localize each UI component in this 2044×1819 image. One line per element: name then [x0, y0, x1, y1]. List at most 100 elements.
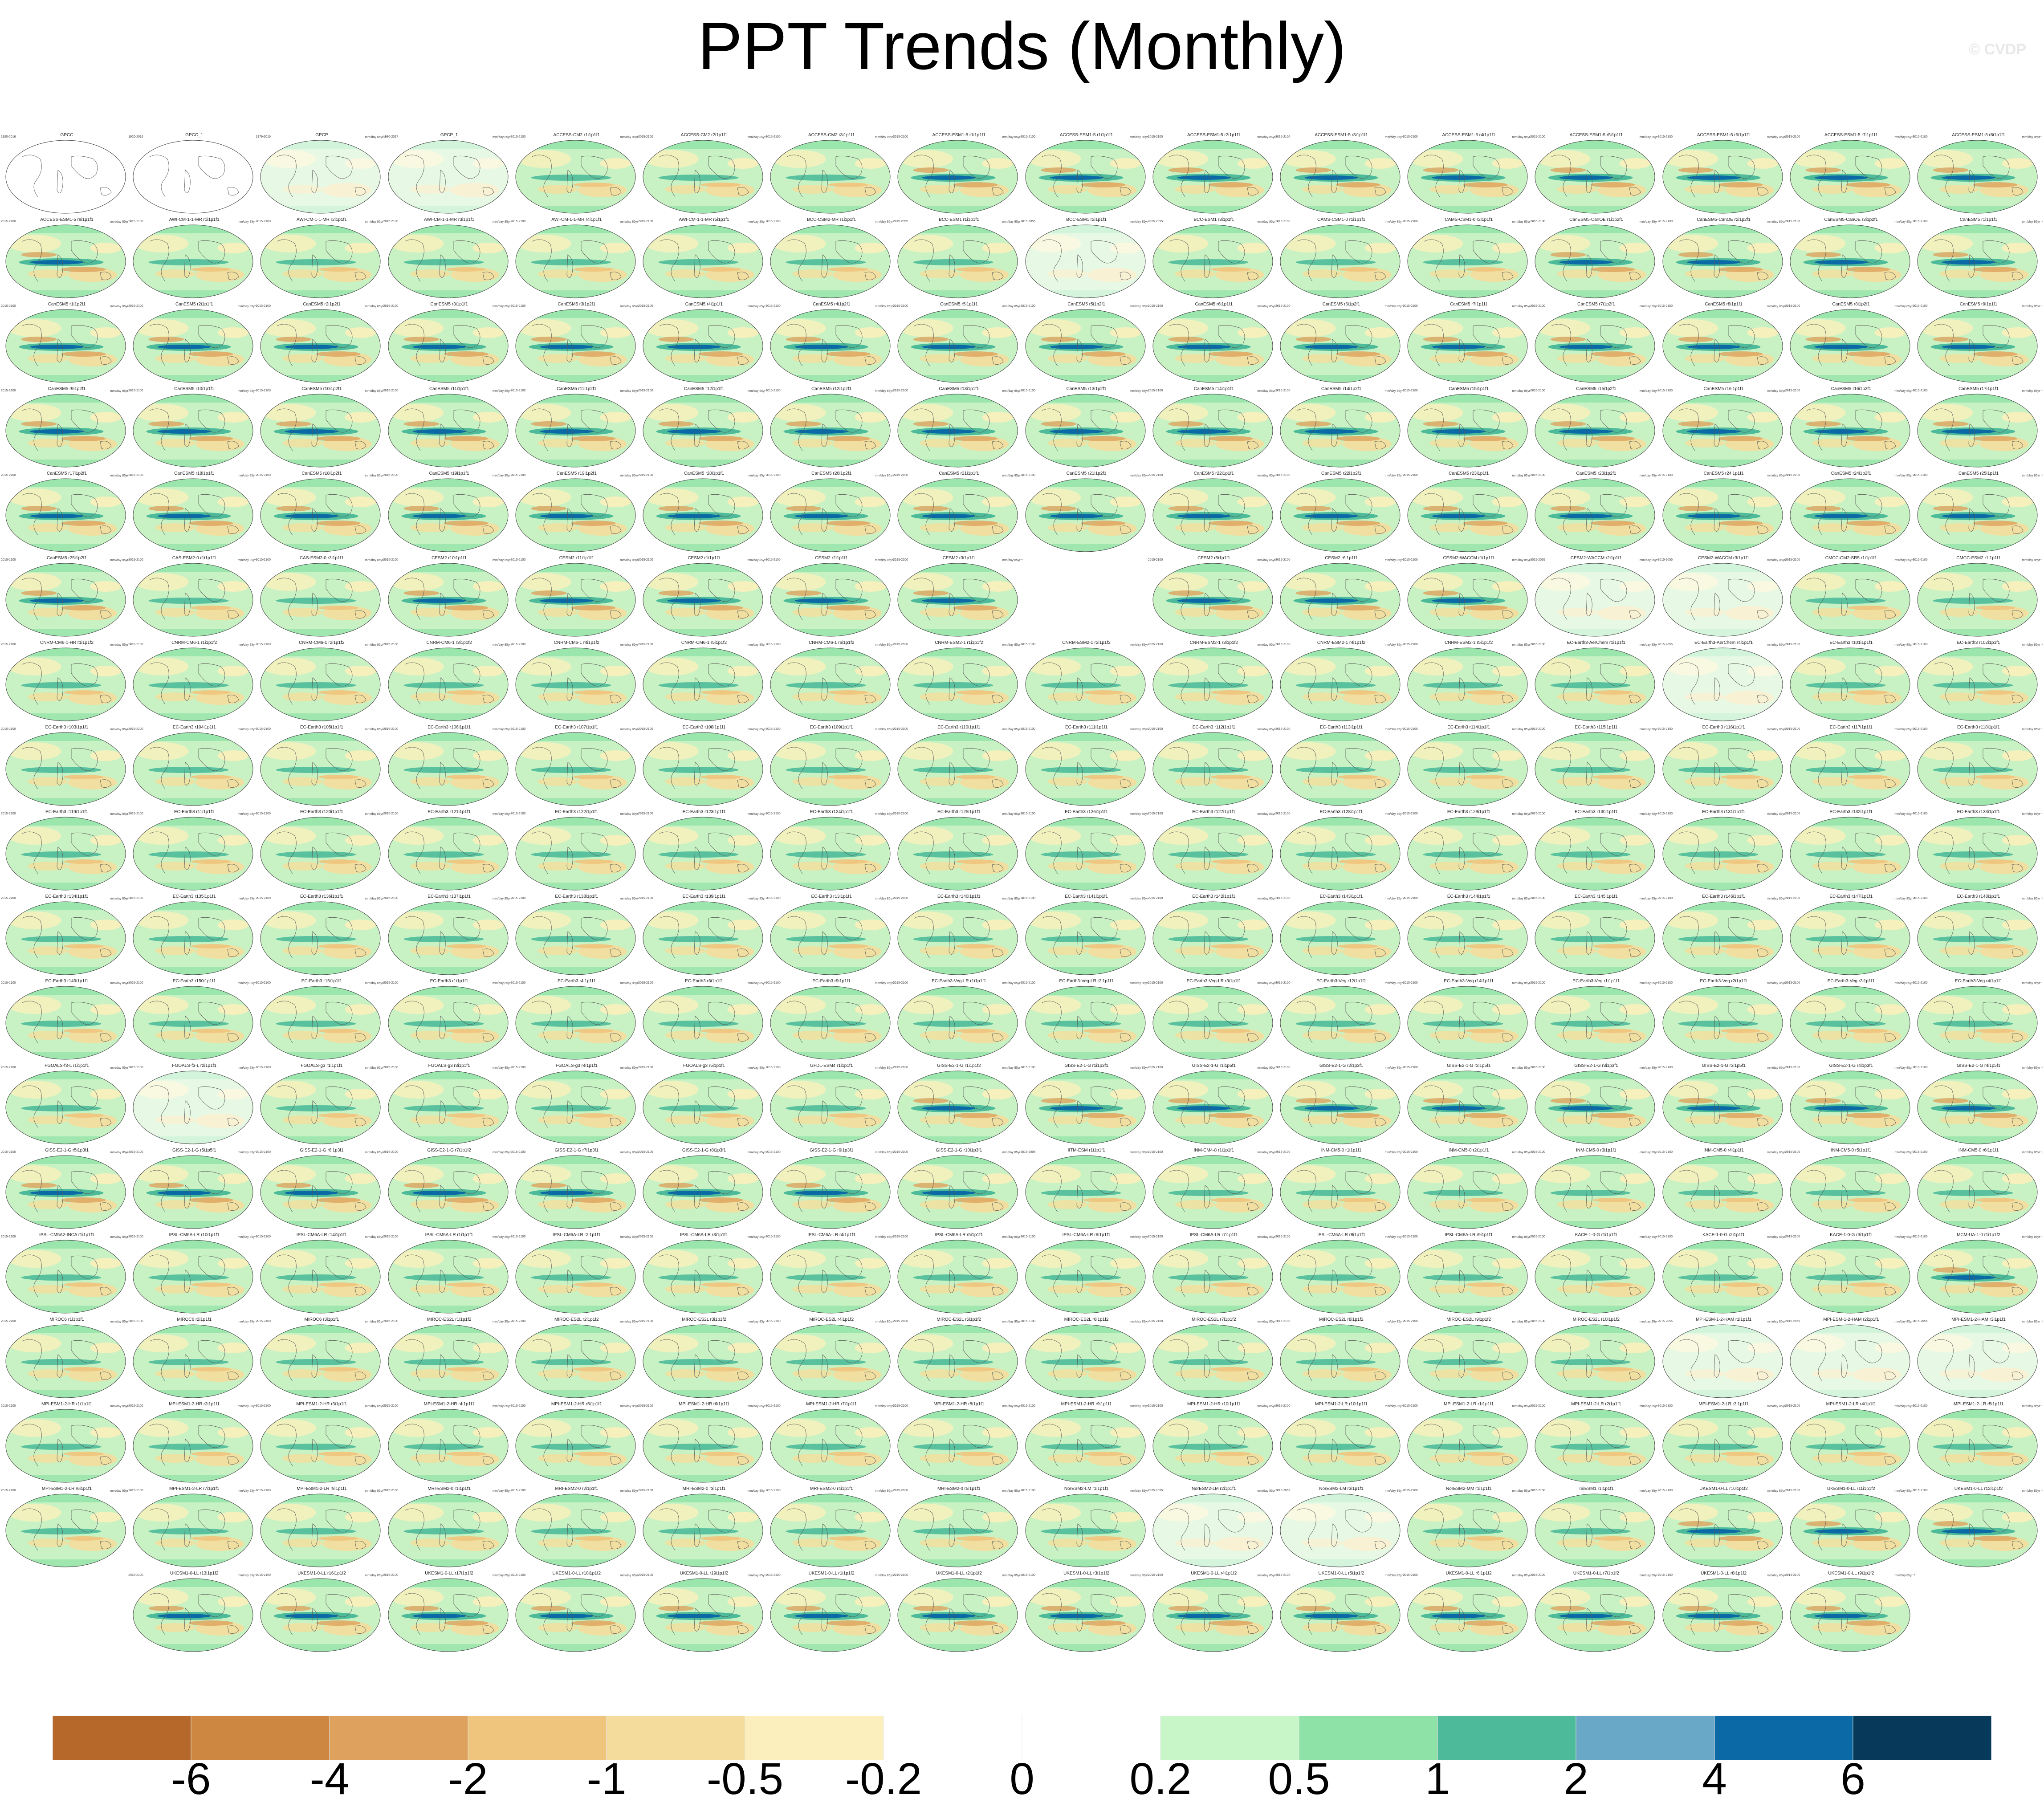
panel-title: CanESM5 r4i1p2f1: [812, 302, 851, 307]
panel-units: mm/day 85yr⁻¹: [1257, 1151, 1278, 1154]
panel-title: MIROC-ES2L r8i1p1f2: [1319, 1317, 1364, 1322]
panel-years: 2015-2100: [1913, 558, 1928, 562]
panel-years: 2015-2100: [256, 1235, 271, 1238]
panel-units: mm/day 85yr⁻¹: [1002, 220, 1023, 224]
trend-field: [1790, 648, 1910, 721]
map-panel: CanESM5 r20i1p1f1 2015-2100 mm/day 85yr⁻¹: [638, 471, 768, 556]
panel-units: mm/day 85yr⁻¹: [747, 559, 768, 562]
panel-units: mm/day 85yr⁻¹: [237, 1320, 259, 1323]
panel-title: CanESM5 r20i1p2f1: [811, 471, 852, 476]
panel-units: mm/day 85yr⁻¹: [1002, 813, 1023, 816]
trend-field: [1535, 563, 1655, 636]
trend-field: [770, 902, 891, 975]
world-map: [388, 986, 509, 1060]
panel-years: 2015-2100: [1275, 389, 1291, 392]
world-map: [1407, 309, 1528, 383]
panel-years: 2015-2100: [1530, 728, 1545, 731]
map-border: [1280, 817, 1401, 891]
panel-units: mm/day 85yr⁻¹: [1639, 305, 1661, 308]
world-map: [1280, 224, 1401, 298]
colorbar-segment: [191, 1716, 330, 1760]
panel-years: 2015-2100: [1275, 135, 1291, 138]
world-map: [133, 1240, 253, 1314]
panel-units: mm/day 85yr⁻¹: [747, 813, 768, 816]
panel-years: 2015-2100: [1148, 897, 1163, 900]
panel-units: mm/day 85yr⁻¹: [493, 1151, 513, 1154]
map-panel: EC-Earth3 r147i1p1f1 2015-2100 mm/day 85yr…: [1785, 894, 1915, 979]
trend-field: [1662, 1494, 1783, 1567]
map-border: [1280, 1493, 1401, 1567]
trend-field: [1280, 1240, 1400, 1313]
panel-title: EC-Earth3 r141i1p1f1: [1065, 894, 1108, 899]
world-map: [1535, 563, 1655, 637]
map-border: [388, 817, 509, 891]
map-panel: CanESM5 r1i1p2f1 2015-2100 mm/day 85yr⁻¹: [1, 302, 131, 387]
map-panel: CESM2 r1i1p1f1 2015-2100 mm/day 85yr⁻¹: [638, 556, 768, 640]
panel-years: 2015-2100: [1403, 1404, 1418, 1408]
map-border: [5, 394, 126, 468]
world-map: [1917, 1409, 2038, 1483]
trend-field: [261, 479, 381, 552]
coastline: [1806, 1085, 1896, 1128]
map-border: [5, 647, 126, 721]
panel-units: mm/day 85yr⁻¹: [2022, 813, 2043, 816]
map-border: [260, 1493, 381, 1567]
panel-units: mm/day 85yr⁻¹: [1767, 136, 1788, 139]
panel-years: 2015-2100: [510, 558, 526, 562]
panel-title: MPI-ESM1-2-HR r3i1p1f1: [296, 1402, 347, 1407]
map-panel: CanESM5 r8i1p2f1 2015-2100 mm/day 85yr⁻¹: [1785, 302, 1915, 387]
world-map: [770, 732, 891, 806]
panel-years: 2015-2100: [765, 558, 781, 562]
panel-title: GISS-E2-1-G r3i1p3f1: [1574, 1063, 1618, 1068]
world-map: [1917, 1324, 2038, 1398]
panel-years: 2015-2100: [1657, 981, 1673, 985]
trend-field: [1918, 1409, 2037, 1482]
map-panel: CESM2 r5i1p1f1 2015-2100 mm/day 85yr⁻¹: [1148, 556, 1278, 640]
panel-title: CESM2 r6i1p1f1: [1325, 556, 1358, 561]
map-border: [1152, 224, 1273, 298]
panel-years: 2015-2100: [1148, 474, 1163, 477]
map-border: [515, 309, 636, 383]
map-panel: IPSL-CM6A-LR r3i1p1f1 2015-2100 mm/day 85y…: [638, 1233, 768, 1317]
trend-field: [1535, 986, 1655, 1059]
map-border: [1152, 901, 1273, 975]
panel-title: CESM2-WACCM r3i1p1f1: [1698, 556, 1750, 561]
map-border: [1152, 309, 1273, 383]
world-map: [897, 1409, 1018, 1483]
panel-years: 2015-2100: [893, 1574, 908, 1577]
panel-units: mm/day 85yr⁻¹: [1384, 1236, 1405, 1239]
panel-units: mm/day 85yr⁻¹: [620, 643, 641, 647]
panel-units: mm/day 85yr⁻¹: [747, 1320, 768, 1323]
panel-title: GISS-E2-1-G r10i1p3f1: [936, 1148, 982, 1153]
panel-years: 2015-2100: [128, 1066, 143, 1069]
panel-years: 2015-2100: [1403, 1235, 1418, 1238]
panel-years: 2015-2100: [1913, 1235, 1928, 1238]
coastline: [787, 1424, 876, 1466]
map-border: [1917, 817, 2038, 891]
map-border: [388, 986, 509, 1060]
panel-units: mm/day 85yr⁻¹: [1894, 1066, 1915, 1070]
map-border: [1662, 394, 1783, 468]
trend-field: [1408, 986, 1528, 1059]
panel-title: CNRM-CM6-1 r4i1p1f2: [554, 640, 599, 645]
map-border: [1662, 563, 1783, 637]
coastline: [1806, 1424, 1896, 1466]
map-border: [1662, 986, 1783, 1060]
panel-years: 2015-2100: [383, 305, 399, 308]
world-map: [1407, 1578, 1528, 1652]
map-border: [260, 901, 381, 975]
map-border: [1407, 140, 1528, 214]
trend-field: [261, 1494, 381, 1567]
world-map: [133, 140, 253, 214]
world-map: [133, 901, 253, 975]
trend-field: [1025, 225, 1145, 298]
map-panel: EC-Earth3 r11i1p1f1 2015-2100 mm/day 85yr⁻…: [128, 810, 258, 894]
map-panel: EC-Earth3 r129i1p1f1 2015-2100 mm/day 85yr…: [1403, 810, 1533, 894]
world-map: [133, 1155, 253, 1229]
trend-field: [6, 1240, 126, 1313]
map-border: [643, 1155, 763, 1229]
map-border: [770, 1493, 891, 1567]
map-panel: GISS-E2-1-G r7i1p3f1 2015-2100 mm/day 85yr…: [511, 1148, 641, 1233]
trend-field: [898, 1494, 1018, 1567]
panel-years: 2015-2100: [1913, 1151, 1928, 1154]
